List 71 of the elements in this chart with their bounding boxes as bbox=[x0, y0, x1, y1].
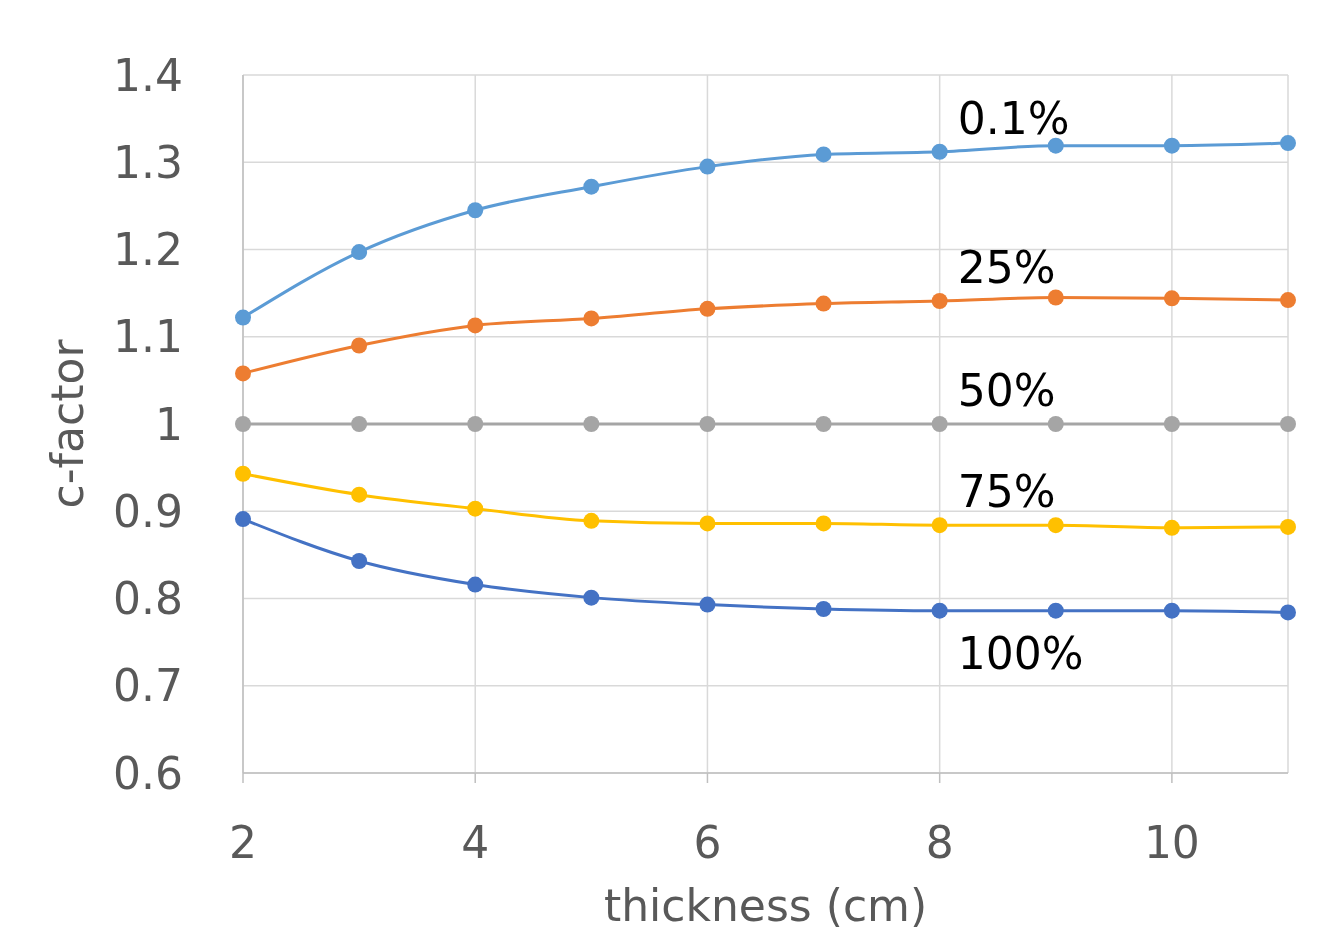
point bbox=[699, 158, 716, 175]
series-label: 50% bbox=[957, 365, 1056, 416]
x-tick-label: 10 bbox=[1143, 817, 1200, 868]
series-label: 0.1% bbox=[957, 92, 1070, 144]
point bbox=[351, 416, 368, 432]
point bbox=[1163, 137, 1180, 154]
point bbox=[351, 486, 368, 503]
point bbox=[1047, 137, 1064, 154]
point bbox=[1280, 518, 1296, 535]
point bbox=[1047, 517, 1064, 534]
point bbox=[699, 416, 716, 432]
y-tick-label: 1.1 bbox=[113, 311, 183, 363]
point bbox=[467, 317, 484, 334]
y-tick-label: 0.8 bbox=[113, 573, 183, 624]
point bbox=[699, 300, 716, 317]
series-label: 100% bbox=[957, 627, 1084, 679]
point bbox=[583, 416, 600, 432]
point bbox=[815, 295, 832, 312]
point bbox=[931, 292, 948, 309]
y-tick-label: 0.9 bbox=[113, 485, 183, 537]
point bbox=[467, 416, 484, 432]
point bbox=[1280, 604, 1296, 621]
point bbox=[1047, 289, 1064, 306]
point bbox=[351, 337, 368, 354]
x-tick-label: 8 bbox=[925, 817, 954, 868]
point bbox=[1280, 292, 1296, 309]
point bbox=[699, 596, 716, 613]
point bbox=[583, 310, 600, 327]
point bbox=[1163, 519, 1180, 536]
point bbox=[235, 309, 251, 326]
point bbox=[235, 465, 251, 482]
y-tick-label: 0.6 bbox=[113, 747, 183, 799]
x-tick-label: 4 bbox=[461, 817, 490, 868]
point bbox=[1280, 135, 1296, 152]
x-tick-label: 2 bbox=[229, 817, 257, 868]
point bbox=[1280, 416, 1296, 432]
point bbox=[931, 602, 948, 619]
point bbox=[699, 515, 716, 532]
point bbox=[351, 552, 368, 569]
series-label: 25% bbox=[957, 241, 1056, 293]
point bbox=[931, 143, 948, 160]
y-tick-label: 1.3 bbox=[113, 136, 183, 188]
point bbox=[351, 244, 368, 261]
point bbox=[235, 365, 251, 382]
x-axis-title: thickness (cm) bbox=[603, 880, 928, 931]
point bbox=[235, 511, 251, 528]
y-tick-label: 1 bbox=[155, 398, 183, 450]
point bbox=[583, 178, 600, 195]
point bbox=[1047, 416, 1064, 432]
point bbox=[1163, 416, 1180, 432]
point bbox=[1047, 602, 1064, 619]
point bbox=[1163, 290, 1180, 307]
point bbox=[235, 416, 251, 432]
point bbox=[583, 589, 600, 606]
point bbox=[815, 416, 832, 432]
y-tick-label: 1.4 bbox=[113, 49, 183, 101]
point bbox=[1163, 602, 1180, 619]
point bbox=[931, 416, 948, 432]
point bbox=[467, 202, 484, 219]
y-axis-title: c-factor bbox=[42, 338, 93, 509]
y-tick-label: 0.7 bbox=[113, 660, 183, 712]
point bbox=[583, 512, 600, 529]
point bbox=[815, 600, 832, 617]
y-tick-label: 1.2 bbox=[113, 224, 183, 275]
x-tick-label: 6 bbox=[693, 817, 722, 868]
point bbox=[815, 515, 832, 532]
point bbox=[931, 517, 948, 534]
point bbox=[815, 146, 832, 163]
point bbox=[467, 576, 484, 593]
series-label: 75% bbox=[957, 466, 1056, 518]
point bbox=[467, 500, 484, 517]
